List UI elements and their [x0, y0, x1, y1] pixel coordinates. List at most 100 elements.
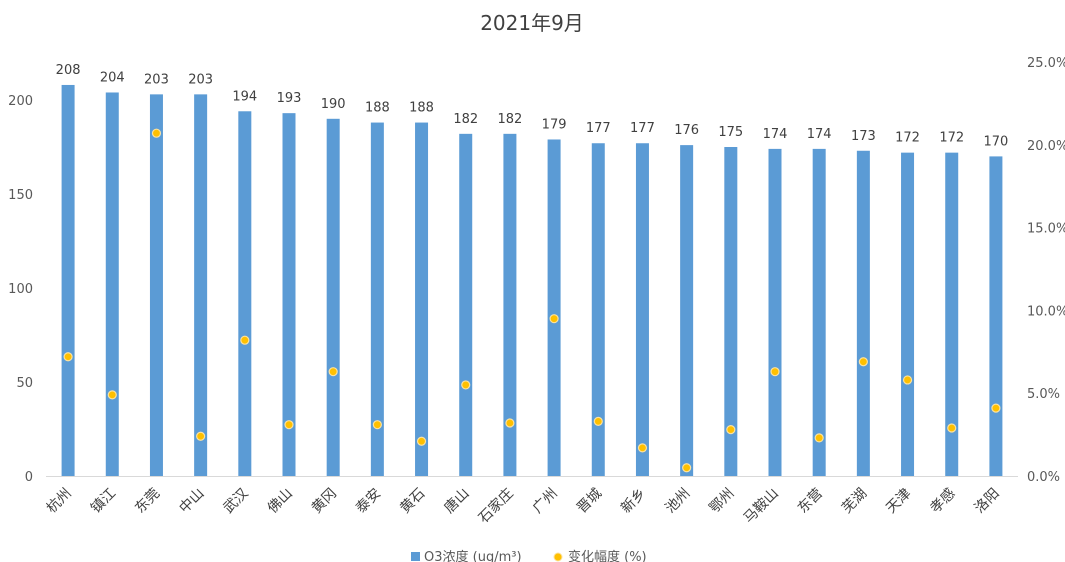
bar-data-label: 182	[453, 112, 478, 127]
bar	[238, 111, 252, 476]
bar	[724, 147, 738, 476]
scatter-point	[947, 423, 957, 433]
bar	[326, 118, 340, 477]
category-label: 芜湖	[838, 485, 870, 517]
category-label: 镇江	[88, 486, 119, 517]
scatter-point	[151, 128, 162, 138]
scatter-point	[372, 420, 382, 430]
scatter-point	[196, 431, 206, 441]
category-label: 武汉	[221, 486, 252, 517]
category-label: 佛山	[265, 486, 296, 517]
bar	[945, 152, 959, 476]
scatter-point	[284, 420, 294, 430]
left-tick-label: 0	[25, 470, 33, 485]
chart-title: 2021年9月	[480, 11, 584, 35]
category-label: 洛阳	[972, 486, 1003, 517]
scatter-point	[902, 375, 913, 385]
scatter-point	[593, 416, 603, 426]
bar-data-label: 182	[497, 112, 522, 127]
bar-data-label: 188	[365, 101, 390, 116]
bar-data-label: 175	[718, 125, 743, 140]
bar	[61, 84, 75, 477]
bar	[680, 145, 694, 476]
scatter-point	[461, 380, 471, 390]
scatter-point	[637, 443, 648, 453]
bar	[856, 150, 870, 476]
data-labels: 208 204 203 203 194 193 190 188 188 182 182 179 177 1…	[56, 63, 1009, 149]
legend-dot-label: 变化幅度 (%)	[568, 549, 647, 562]
right-tick-label: 10.0%	[1027, 304, 1065, 319]
bar	[194, 94, 208, 477]
bar-data-label: 177	[586, 121, 611, 136]
category-label: 池州	[662, 486, 693, 517]
category-label: 黄冈	[308, 485, 340, 517]
bar-data-label: 208	[56, 63, 81, 78]
right-tick-label: 20.0%	[1027, 139, 1065, 154]
right-tick-label: 15.0%	[1027, 222, 1065, 237]
category-label: 泰安	[353, 486, 384, 517]
right-tick-label: 25.0%	[1027, 56, 1065, 71]
category-label: 杭州	[44, 486, 75, 517]
legend: O3浓度 (ug/m³) 变化幅度 (%)	[411, 549, 647, 562]
bar	[547, 139, 561, 477]
category-label: 东营	[795, 486, 826, 517]
bar-data-label: 203	[144, 72, 169, 87]
left-tick-label: 50	[16, 376, 33, 391]
scatter-point	[240, 335, 250, 345]
bar-data-label: 179	[542, 117, 567, 132]
bar	[591, 143, 605, 477]
scatter-point	[814, 433, 824, 443]
category-label: 东莞	[132, 486, 163, 517]
legend-dot-swatch	[553, 552, 563, 562]
bar-data-label: 204	[100, 70, 125, 85]
bar-data-label: 177	[630, 121, 655, 136]
scatter-point	[726, 425, 736, 435]
category-label: 晋城	[574, 486, 605, 517]
category-label: 天津	[883, 486, 914, 517]
category-label: 新乡	[618, 486, 649, 517]
category-label: 马鞍山	[741, 486, 782, 527]
bar-data-label: 188	[409, 101, 434, 116]
bar-data-label: 174	[763, 127, 788, 142]
bar-data-label: 172	[895, 131, 920, 146]
left-tick-label: 150	[8, 188, 33, 203]
bar	[415, 122, 429, 476]
bar-data-label: 176	[674, 123, 699, 138]
scatter-point	[991, 403, 1001, 413]
bar	[768, 148, 782, 476]
legend-bar-swatch	[411, 552, 420, 561]
bar-series	[61, 84, 1003, 477]
bar	[989, 156, 1003, 476]
left-tick-label: 200	[8, 94, 33, 109]
bar	[503, 133, 517, 476]
bar	[282, 113, 296, 476]
bar	[812, 148, 826, 476]
category-label: 鄂州	[707, 486, 738, 517]
category-label: 黄石	[397, 485, 429, 517]
bar	[635, 143, 649, 477]
bar-data-label: 170	[983, 134, 1008, 149]
right-y-axis: 0.0% 5.0% 10.0% 15.0% 20.0% 25.0%	[1027, 56, 1065, 485]
bar-data-label: 173	[851, 129, 876, 144]
scatter-point	[858, 357, 868, 367]
category-label: 石家庄	[475, 485, 517, 527]
bar-data-label: 190	[321, 97, 346, 112]
category-label: 孝感	[927, 485, 959, 517]
bar-data-label: 172	[939, 131, 964, 146]
right-tick-label: 5.0%	[1027, 387, 1060, 402]
bar	[370, 122, 384, 476]
category-label: 中山	[176, 486, 207, 517]
scatter-point	[63, 352, 73, 362]
scatter-point	[416, 436, 427, 446]
category-axis: 杭州 镇江 东莞 中山 武汉 佛山 黄冈 泰安 黄石 唐山 石家庄 广州 晋城 新乡 池州 鄂州 马鞍山 东营 芜湖…	[44, 485, 1003, 527]
scatter-point	[328, 367, 338, 377]
category-label: 广州	[530, 486, 561, 517]
bar	[901, 152, 915, 476]
bar	[149, 94, 163, 477]
bar-data-label: 194	[232, 89, 257, 104]
right-tick-label: 0.0%	[1027, 470, 1060, 485]
bar-data-label: 203	[188, 72, 213, 87]
scatter-point	[505, 418, 515, 428]
bar	[105, 92, 119, 476]
